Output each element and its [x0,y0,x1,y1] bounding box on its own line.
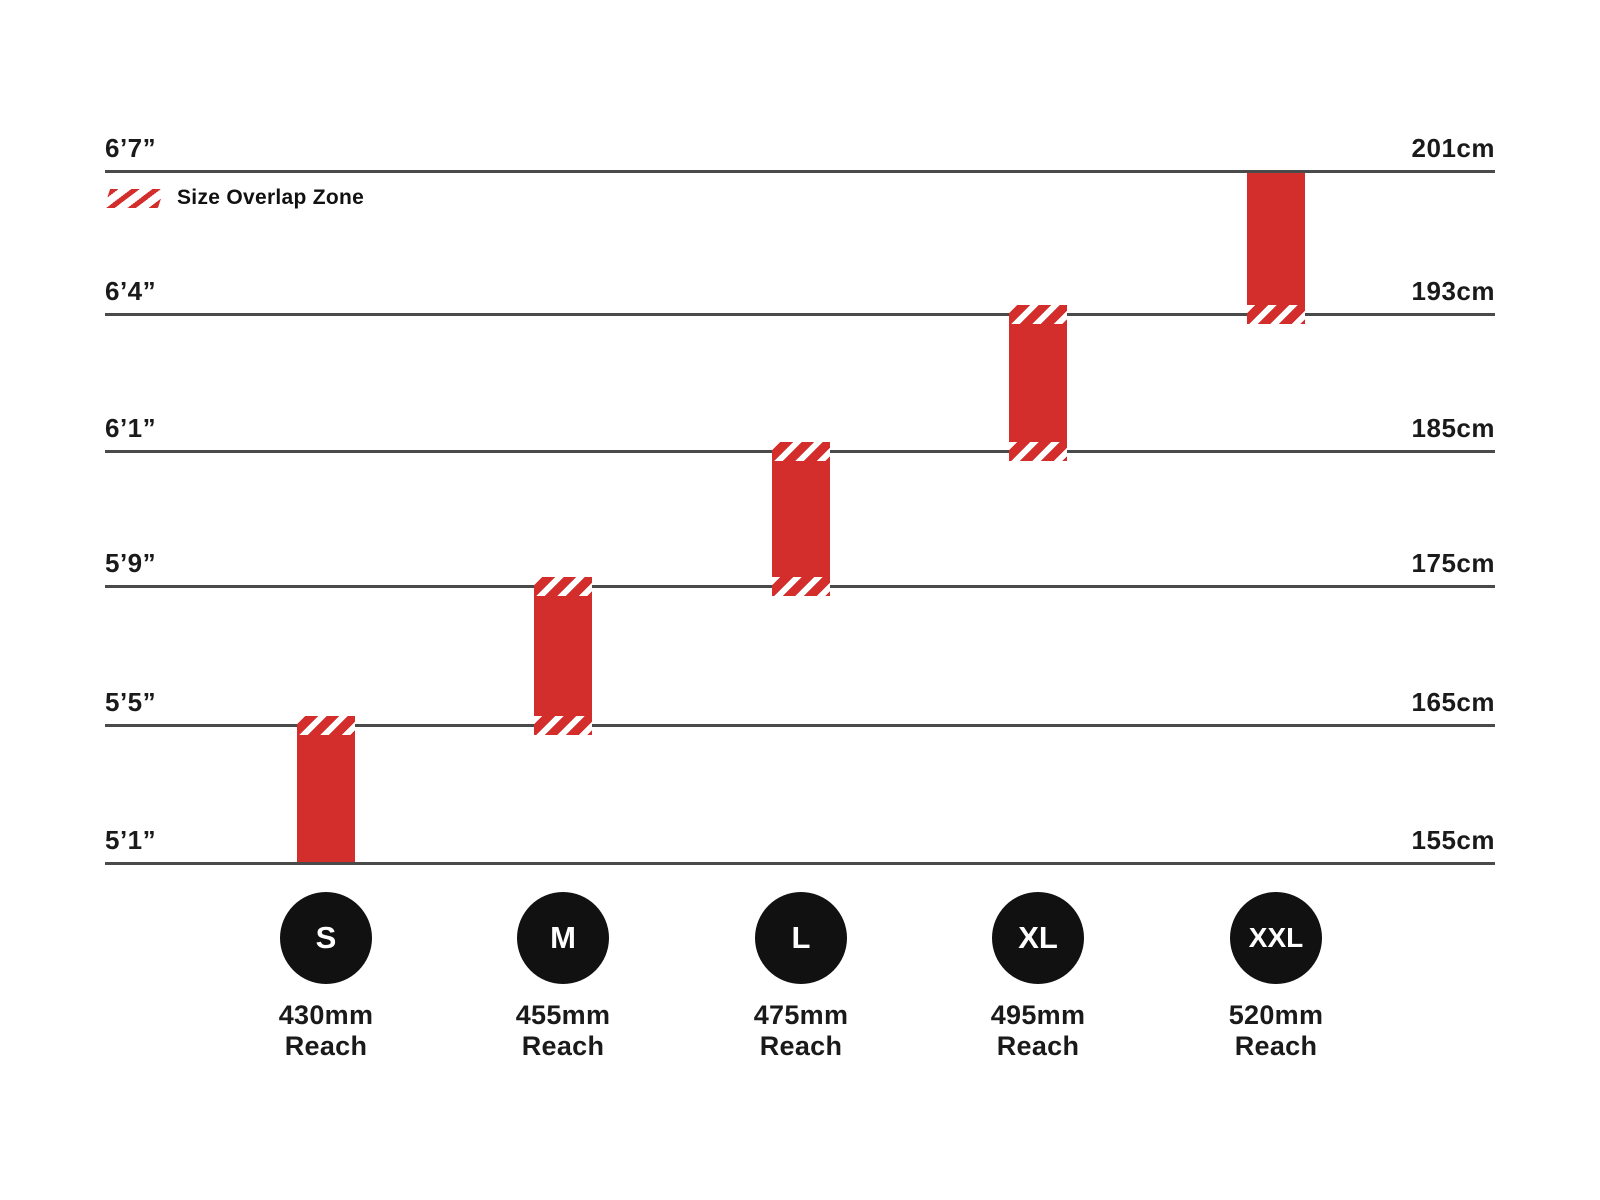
overlap-zone-bottom [534,716,592,735]
size-range-bar-xxl [1247,173,1305,324]
legend: Size Overlap Zone [103,186,365,210]
height-label-imperial: 5’9” [105,548,157,578]
size-badge-label: XXL [1248,922,1304,953]
reach-label: 520mm Reach [1156,1000,1396,1062]
height-label-imperial: 6’4” [105,276,157,306]
legend-label: Size Overlap Zone [177,186,365,209]
reach-value: 475mm [753,1000,849,1030]
reach-label: 430mm Reach [206,1000,446,1062]
height-label-metric: 193cm [1411,276,1495,306]
reach-caption: Reach [996,1031,1080,1061]
reach-caption: Reach [1234,1031,1318,1061]
reach-caption: Reach [284,1031,368,1061]
height-gridline [105,862,1495,865]
reach-label: 455mm Reach [443,1000,683,1062]
reach-value: 520mm [1228,1000,1324,1030]
overlap-zone-top [772,442,830,461]
reach-value: 430mm [278,1000,374,1030]
height-label-metric: 201cm [1411,133,1495,163]
reach-caption: Reach [759,1031,843,1061]
reach-value: 495mm [990,1000,1086,1030]
size-badge-s: S [280,892,372,984]
size-badge-xxl: XXL [1230,892,1322,984]
reach-value: 455mm [515,1000,611,1030]
height-label-metric: 155cm [1411,825,1495,855]
height-gridline [105,170,1495,173]
size-range-bar-s [297,716,355,862]
height-label-imperial: 5’5” [105,687,157,717]
reach-label: 475mm Reach [681,1000,921,1062]
overlap-zone-bottom [772,577,830,596]
size-range-bar-l [772,442,830,596]
size-badge-label: S [315,920,337,955]
overlap-pattern-icon [103,188,165,208]
height-label-metric: 185cm [1411,413,1495,443]
size-badge-xl: XL [992,892,1084,984]
size-badge-label: M [550,920,576,955]
height-gridline [105,313,1495,316]
height-label-metric: 165cm [1411,687,1495,717]
height-gridline [105,724,1495,727]
size-range-bar-xl [1009,305,1067,461]
size-badge-m: M [517,892,609,984]
size-badge-label: XL [1018,920,1058,955]
size-badge-l: L [755,892,847,984]
height-label-imperial: 6’1” [105,413,157,443]
overlap-zone-bottom [1247,305,1305,324]
reach-label: 495mm Reach [918,1000,1158,1062]
reach-caption: Reach [521,1031,605,1061]
overlap-zone-top [534,577,592,596]
height-label-imperial: 5’1” [105,825,157,855]
height-label-metric: 175cm [1411,548,1495,578]
size-badge-label: L [791,920,811,955]
overlap-zone-top [1009,305,1067,324]
height-label-imperial: 6’7” [105,133,157,163]
overlap-zone-bottom [1009,442,1067,461]
size-range-bar-m [534,577,592,735]
overlap-zone-top [297,716,355,735]
